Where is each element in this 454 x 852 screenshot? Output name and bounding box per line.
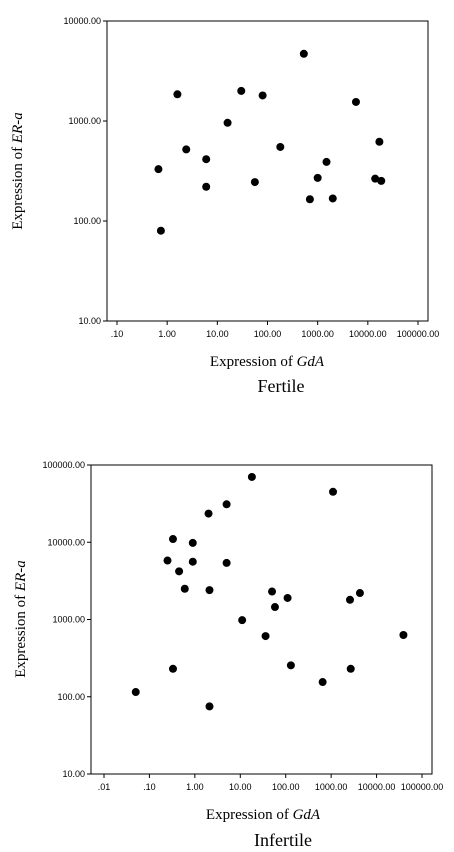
data-point [222,500,231,509]
tick-layer: .01 .10 1.00 10.00 100.00 1000.00 10000.00 1000… [42,460,443,792]
y-tick-label: 100.00 [57,692,85,702]
data-point [375,137,384,146]
y-tick-label: 10.00 [62,769,85,779]
data-point [250,178,259,187]
x-tick-label: 100.00 [254,329,282,339]
data-point [276,142,285,151]
data-point [247,472,256,481]
data-point [182,145,191,154]
y-tick-label: 1000.00 [68,116,101,126]
x-tick-label: 100000.00 [397,329,440,339]
data-point [156,226,165,235]
chart-caption: Fertile [258,376,305,396]
x-axis-label: Expression of GdA [206,807,321,823]
data-point [329,487,338,496]
x-axis-label: Expression of GdA [210,354,325,370]
data-point [318,678,327,687]
x-tick-label: 10.00 [206,329,229,339]
x-tick-label: 10.00 [229,782,252,792]
data-point [328,194,337,203]
data-point [268,587,277,596]
x-tick-label: 1.00 [186,782,204,792]
plot-frame [90,464,433,775]
y-tick-label: 1000.00 [52,615,85,625]
x-tick-label: .10 [143,782,156,792]
y-tick-label: 10000.00 [63,16,101,26]
data-point [237,86,246,95]
data-point [205,702,214,711]
data-point [202,182,211,191]
data-point [261,632,270,641]
x-tick-label: 1000.00 [301,329,334,339]
y-tick-label: 10000.00 [47,537,85,547]
data-point [299,49,308,58]
data-point [205,586,214,595]
data-point [202,155,211,164]
data-point [371,174,380,183]
infertile-scatter-panel: .01 .10 1.00 10.00 100.00 1000.00 10000.00 1000… [13,460,443,850]
data-point [355,589,364,598]
x-tick-label: 10000.00 [358,782,396,792]
fertile-scatter-panel: .10 1.00 10.00 100.00 1000.00 10000.00 100000.… [10,16,439,396]
x-tick-label: 100000.00 [401,782,444,792]
data-point [286,661,295,670]
y-tick-label: 10.00 [78,316,101,326]
x-tick-label: 100.00 [272,782,300,792]
data-point [399,631,408,640]
data-point [305,195,314,204]
data-point [204,509,213,518]
chart-caption: Infertile [254,830,312,850]
y-axis-label: Expression of ER-a [13,560,29,677]
tick-layer: .10 1.00 10.00 100.00 1000.00 10000.00 100000.… [63,16,439,339]
data-point [377,176,386,185]
data-point [188,557,197,566]
data-point [258,91,267,100]
data-point [154,165,163,174]
point-layer [154,49,386,235]
data-point [270,603,279,612]
data-point [168,535,177,544]
x-tick-label: .01 [98,782,111,792]
data-point [175,567,184,576]
data-point [223,118,232,127]
data-point [283,593,292,602]
data-point [173,90,182,99]
data-point [313,173,322,182]
x-tick-label: 1.00 [158,329,176,339]
x-tick-label: 10000.00 [349,329,387,339]
data-point [180,584,189,593]
data-point [131,688,140,697]
x-tick-label: .10 [111,329,124,339]
data-point [351,97,360,106]
data-point [163,556,172,565]
data-point [188,538,197,547]
data-point [168,664,177,673]
data-point [345,595,354,604]
y-tick-label: 100.00 [73,216,101,226]
data-point [238,616,247,625]
y-tick-label: 100000.00 [42,460,85,470]
x-tick-label: 1000.00 [315,782,348,792]
data-point [346,664,355,673]
data-point [222,558,231,567]
y-axis-label: Expression of ER-a [10,112,26,229]
data-point [322,157,331,166]
point-layer [131,472,408,711]
